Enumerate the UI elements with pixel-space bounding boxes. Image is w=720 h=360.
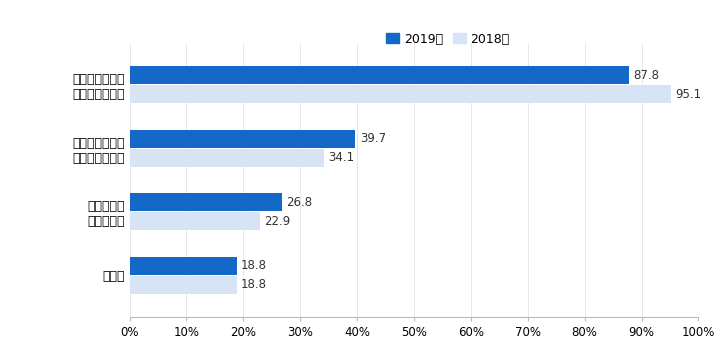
Bar: [130, 66, 629, 84]
Legend: 2019年, 2018年: 2019年, 2018年: [382, 28, 515, 50]
Bar: [130, 212, 260, 230]
Text: 18.8: 18.8: [241, 260, 267, 273]
Text: 87.8: 87.8: [634, 68, 660, 81]
Text: 95.1: 95.1: [675, 87, 701, 100]
Text: 34.1: 34.1: [328, 151, 354, 164]
Bar: [130, 276, 237, 294]
Text: 26.8: 26.8: [287, 196, 312, 209]
Bar: [130, 130, 356, 148]
Text: 39.7: 39.7: [360, 132, 386, 145]
Text: 18.8: 18.8: [241, 279, 267, 292]
Bar: [130, 193, 282, 211]
Bar: [130, 149, 323, 167]
Bar: [130, 257, 237, 275]
Text: 22.9: 22.9: [264, 215, 291, 228]
Bar: [130, 85, 670, 103]
